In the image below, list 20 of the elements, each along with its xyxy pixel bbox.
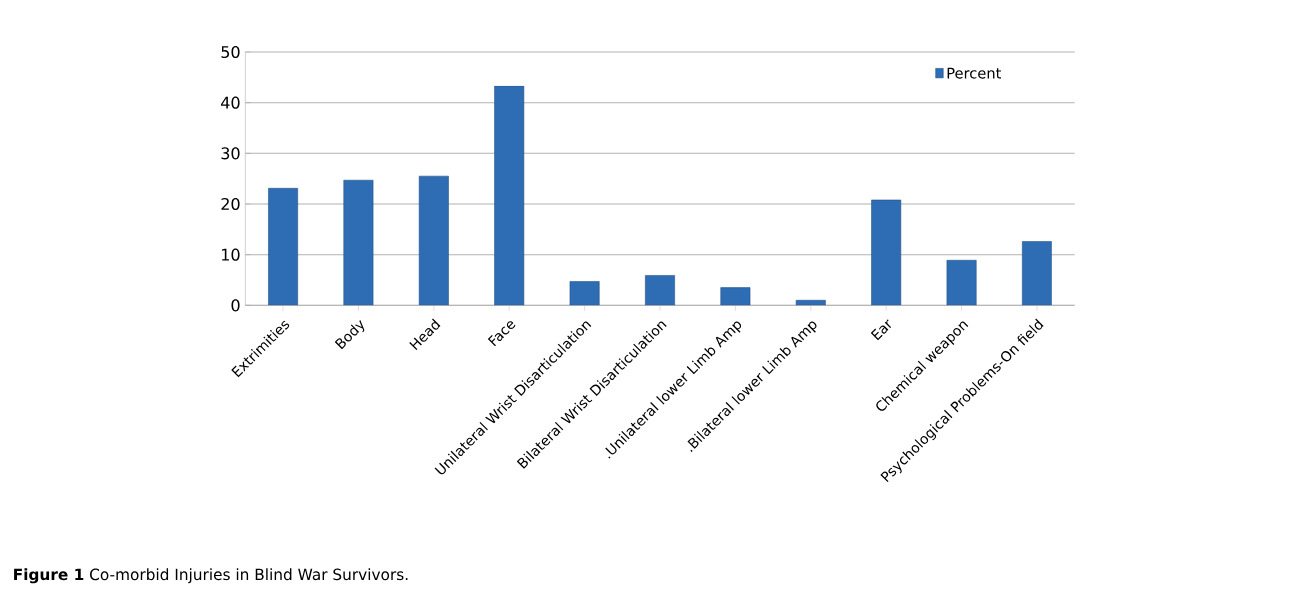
y-tick-label: 40: [221, 96, 240, 109]
bar: [268, 188, 298, 306]
y-tick-label: 30: [221, 147, 240, 160]
y-tick-label: 50: [221, 45, 240, 59]
legend-label: Percent: [947, 67, 1002, 79]
x-tick-label: Ear: [870, 319, 892, 341]
bar: [343, 179, 374, 306]
text: Figure 1 Co-morbid Injuries in Blind War Survivors.: [14, 568, 408, 584]
bar: [946, 259, 977, 306]
bar: [569, 281, 600, 306]
bar: [645, 275, 675, 306]
bar: [1022, 241, 1052, 306]
y-tick-label: 20: [221, 197, 240, 211]
bar: [494, 85, 525, 306]
y-tick-label: 0: [231, 299, 240, 312]
bar: [795, 299, 826, 306]
bar: [871, 199, 902, 306]
bar: [418, 175, 449, 306]
bar: [720, 287, 751, 306]
y-tick-label: 10: [222, 248, 240, 261]
